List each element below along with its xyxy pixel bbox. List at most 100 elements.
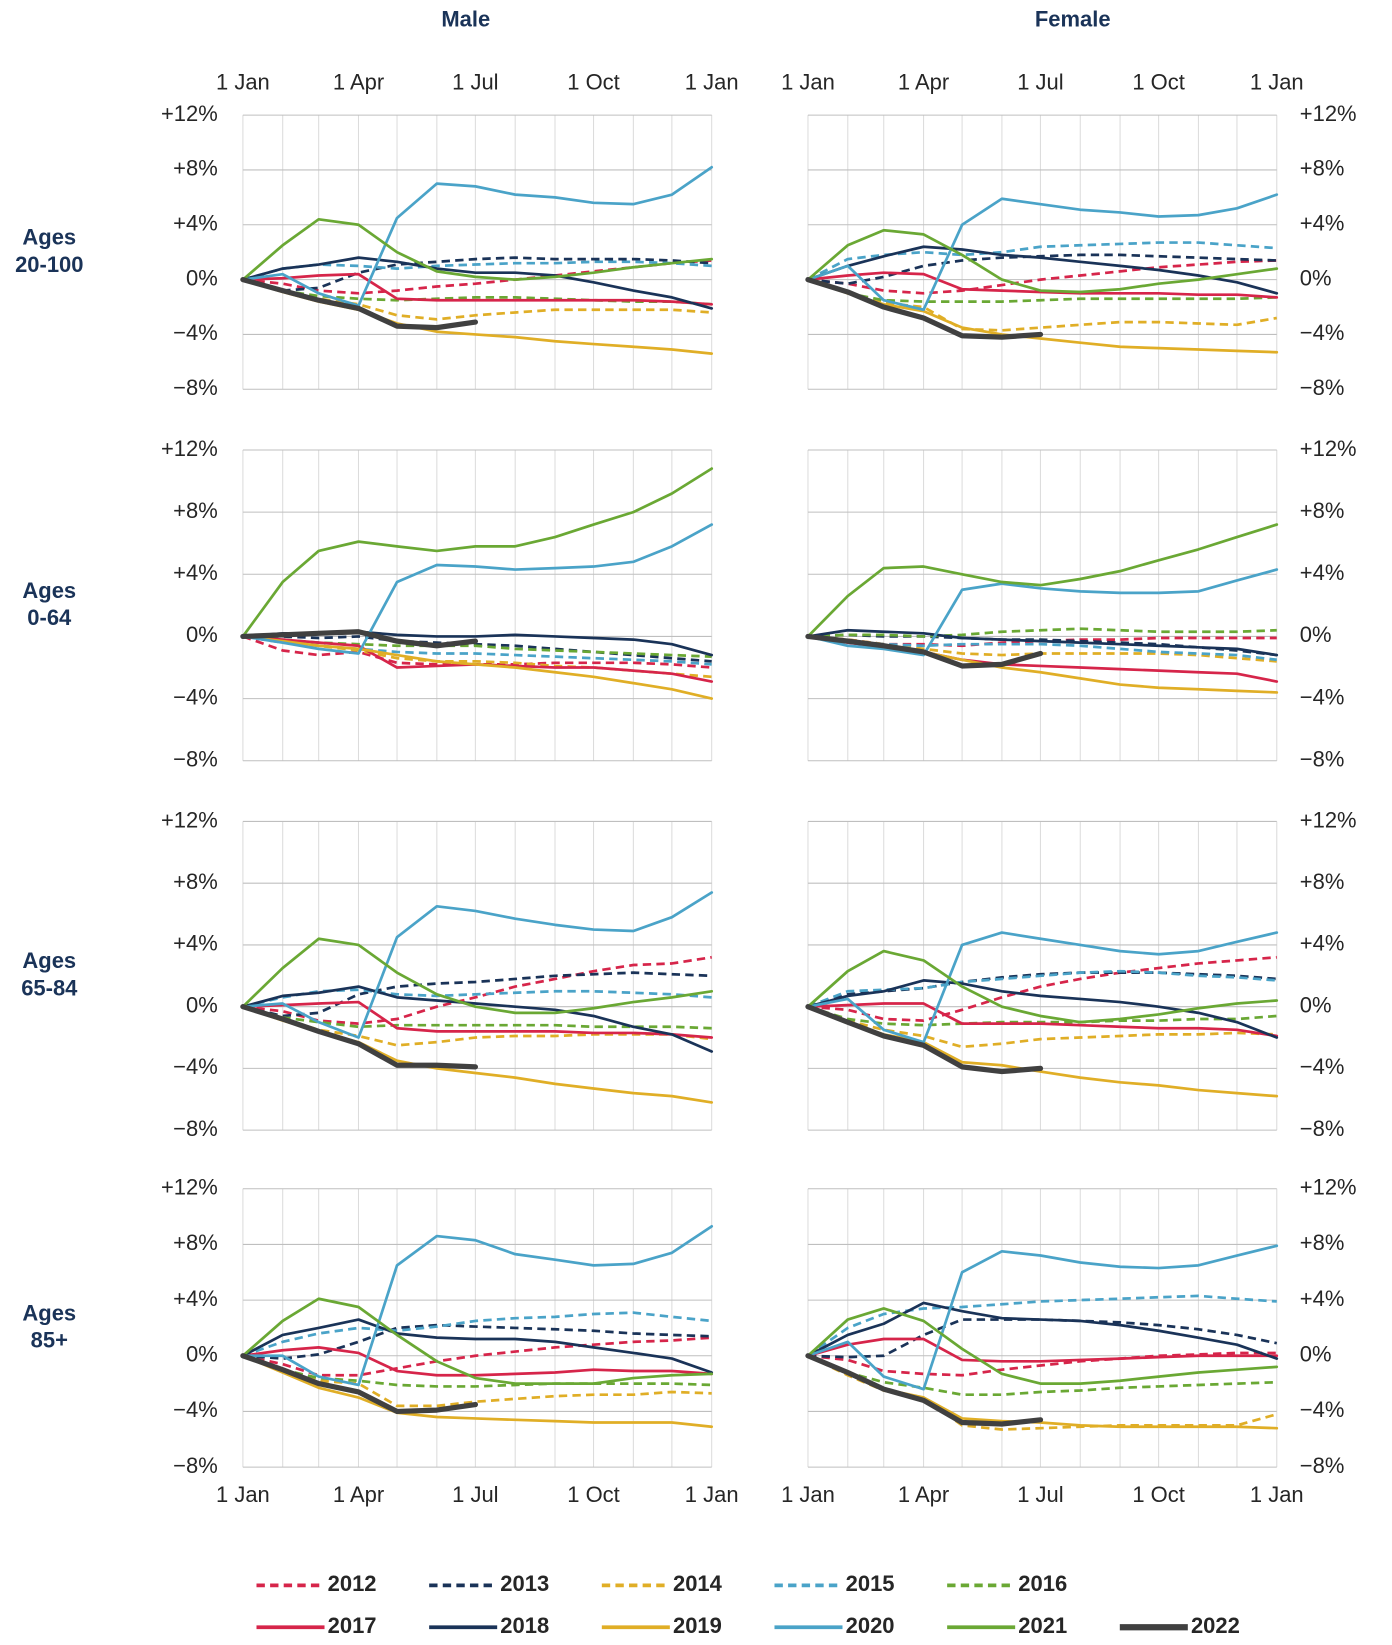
legend-label: 2013 — [500, 1571, 549, 1596]
x-tick-label: 1 Jul — [452, 1482, 498, 1507]
x-tick-label: 1 Jul — [1017, 1482, 1063, 1507]
legend-label: 2022 — [1191, 1613, 1240, 1638]
series-line — [242, 1005, 712, 1030]
series-line — [242, 256, 712, 292]
y-tick-label: +4% — [173, 211, 218, 236]
row-title: Ages 20-100 — [15, 224, 83, 276]
series-line — [240, 629, 479, 649]
series-line — [806, 949, 1279, 1024]
y-tick-label: 0% — [1300, 992, 1332, 1017]
series-line — [807, 1005, 1277, 1049]
row-title: Ages 65-84 — [21, 948, 78, 1000]
y-tick-label: −8% — [173, 1116, 218, 1141]
y-tick-label: −4% — [1300, 320, 1345, 345]
legend-label: 2020 — [846, 1613, 895, 1638]
series-line — [241, 523, 714, 655]
series-line — [806, 931, 1279, 1044]
series-line — [806, 1244, 1279, 1391]
series-line — [242, 1354, 712, 1408]
series-line — [242, 988, 712, 1008]
series-line — [242, 1354, 712, 1388]
series-line — [806, 628, 1279, 657]
x-tick-label: 1 Jan — [685, 70, 739, 95]
series-line — [241, 891, 714, 1039]
x-tick-label: 1 Apr — [333, 1482, 384, 1507]
y-tick-label: +8% — [1300, 156, 1345, 181]
legend-label: 2019 — [673, 1613, 722, 1638]
series-line — [242, 955, 712, 1025]
y-tick-label: +8% — [173, 156, 218, 181]
legend-label: 2021 — [1018, 1613, 1067, 1638]
series-line — [807, 241, 1277, 281]
series-line — [806, 1301, 1279, 1360]
series-line — [807, 1351, 1277, 1377]
series-line — [806, 193, 1279, 312]
series-line — [241, 985, 714, 1053]
series-line — [807, 971, 1277, 1008]
x-tick-label: 1 Apr — [898, 1482, 949, 1507]
series-line — [806, 245, 1279, 295]
series-line — [807, 1005, 1277, 1027]
series-line — [241, 217, 714, 281]
y-tick-label: 0% — [186, 992, 218, 1017]
y-tick-label: +4% — [1300, 1286, 1345, 1311]
y-tick-label: −8% — [1300, 375, 1345, 400]
series-line — [241, 467, 714, 638]
column-title: Female — [1035, 7, 1111, 32]
series-line — [242, 1336, 712, 1377]
y-tick-label: +12% — [161, 101, 218, 126]
y-tick-label: −4% — [173, 684, 218, 709]
y-tick-label: +12% — [161, 1175, 218, 1200]
y-tick-label: −4% — [1300, 1054, 1345, 1079]
y-tick-label: +12% — [1300, 1175, 1357, 1200]
y-tick-label: +12% — [161, 436, 218, 461]
y-tick-label: +4% — [173, 1286, 218, 1311]
x-tick-label: 1 Apr — [898, 70, 949, 95]
series-line — [242, 278, 712, 306]
series-line — [806, 568, 1279, 657]
series-line — [806, 1337, 1279, 1363]
legend-label: 2015 — [846, 1571, 895, 1596]
y-tick-label: 0% — [1300, 1342, 1332, 1367]
series-line — [242, 1311, 712, 1358]
series-line — [240, 1004, 479, 1070]
series-line — [807, 969, 1277, 1008]
column-title: Male — [441, 7, 490, 32]
x-tick-label: 1 Jan — [781, 1482, 835, 1507]
y-tick-label: +8% — [1300, 1230, 1345, 1255]
series-line — [806, 228, 1279, 294]
x-tick-label: 1 Jul — [452, 70, 498, 95]
series-line — [242, 260, 712, 281]
series-line — [806, 1307, 1279, 1385]
x-tick-label: 1 Jul — [1017, 70, 1063, 95]
series-line — [240, 1353, 479, 1415]
series-line — [241, 1000, 714, 1039]
y-tick-label: −8% — [173, 747, 218, 772]
x-tick-label: 1 Oct — [1132, 1482, 1184, 1507]
series-line — [242, 259, 712, 295]
series-line — [241, 165, 714, 308]
y-tick-label: +12% — [1300, 436, 1357, 461]
series-line — [807, 1354, 1277, 1397]
y-tick-label: 0% — [186, 622, 218, 647]
series-line — [241, 1318, 714, 1374]
series-line — [241, 635, 714, 700]
legend-label: 2016 — [1018, 1571, 1067, 1596]
y-tick-label: +12% — [1300, 101, 1357, 126]
y-tick-label: −8% — [1300, 1116, 1345, 1141]
series-line — [805, 633, 1044, 669]
row-title: Ages 0-64 — [22, 578, 76, 630]
series-line — [240, 276, 479, 331]
series-line — [807, 1318, 1278, 1359]
series-line — [805, 276, 1044, 340]
x-tick-label: 1 Jan — [781, 70, 835, 95]
y-tick-label: −4% — [173, 1397, 218, 1422]
y-tick-label: −8% — [173, 1453, 218, 1478]
series-line — [242, 1005, 712, 1047]
y-tick-label: +4% — [1300, 211, 1345, 236]
y-tick-label: −8% — [1300, 1453, 1345, 1478]
y-tick-label: 0% — [186, 265, 218, 290]
x-tick-label: 1 Apr — [333, 70, 384, 95]
y-tick-label: −4% — [173, 320, 218, 345]
